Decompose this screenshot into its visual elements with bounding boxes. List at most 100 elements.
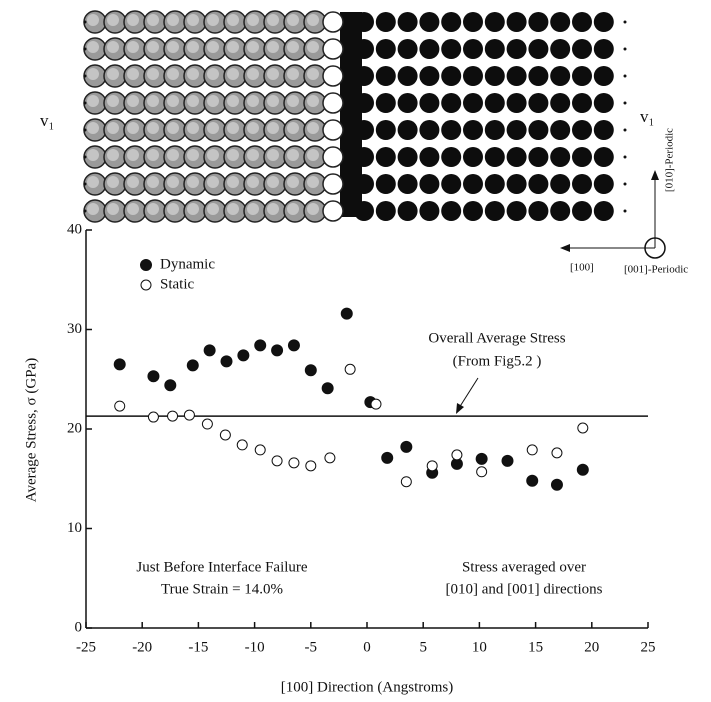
atom xyxy=(572,147,592,167)
atom-highlight xyxy=(227,41,239,53)
atom-highlight xyxy=(127,95,139,107)
data-point xyxy=(324,452,336,464)
atom-highlight xyxy=(307,95,319,107)
atom-highlight xyxy=(267,41,279,53)
y-tick-label: 30 xyxy=(67,321,82,337)
atom xyxy=(550,147,571,167)
atom-highlight xyxy=(307,41,319,53)
atom xyxy=(441,39,462,59)
atom xyxy=(506,201,527,221)
atom-highlight xyxy=(247,68,259,80)
annotation: Just Before Interface Failure xyxy=(136,559,308,575)
velocity-label: v₁ xyxy=(640,107,654,126)
atom-highlight xyxy=(87,203,99,215)
data-point xyxy=(400,476,412,488)
dot xyxy=(83,155,87,159)
atom xyxy=(528,147,549,167)
x-tick-label: -10 xyxy=(245,639,265,655)
data-point xyxy=(237,349,250,362)
atom xyxy=(375,201,396,221)
atom xyxy=(572,93,592,113)
atom xyxy=(463,39,483,59)
atom-highlight xyxy=(107,122,119,134)
atom xyxy=(441,201,462,221)
atom xyxy=(322,92,344,114)
data-point xyxy=(475,452,488,465)
atom xyxy=(441,174,462,194)
atom-highlight xyxy=(107,68,119,80)
y-tick-label: 20 xyxy=(67,420,82,436)
data-point xyxy=(203,344,216,357)
atom xyxy=(484,120,505,140)
data-point xyxy=(304,364,317,377)
atom xyxy=(528,120,549,140)
atom-highlight xyxy=(247,95,259,107)
data-point xyxy=(501,454,514,467)
y-tick-label: 40 xyxy=(67,221,82,237)
atom-highlight xyxy=(127,68,139,80)
atom-highlight xyxy=(247,149,259,161)
data-point xyxy=(271,344,284,357)
axis-direction-label: [001]-Periodic xyxy=(624,264,688,276)
atom xyxy=(593,93,614,113)
atom-highlight xyxy=(207,203,219,215)
atom xyxy=(506,93,527,113)
dot xyxy=(623,20,627,24)
atom-highlight xyxy=(187,203,199,215)
atom-highlight xyxy=(87,14,99,26)
legend-marker xyxy=(140,259,152,271)
data-point xyxy=(254,339,267,352)
data-point xyxy=(288,457,300,469)
atom-highlight xyxy=(187,41,199,53)
atom-highlight xyxy=(207,95,219,107)
velocity-label: v₁ xyxy=(40,111,54,130)
atom xyxy=(506,147,527,167)
atom-highlight xyxy=(147,14,159,26)
atom-highlight xyxy=(247,203,259,215)
atom-highlight xyxy=(227,68,239,80)
atom xyxy=(572,120,592,140)
x-axis-label: [100] Direction (Angstroms) xyxy=(281,679,453,695)
atom xyxy=(322,173,344,195)
atom xyxy=(322,38,344,60)
atom xyxy=(484,147,505,167)
x-tick-label: -15 xyxy=(188,639,208,655)
atom-highlight xyxy=(107,95,119,107)
atom xyxy=(484,12,505,32)
atom-highlight xyxy=(267,149,279,161)
atom xyxy=(397,66,418,86)
atom xyxy=(506,66,527,86)
data-point xyxy=(400,440,413,453)
atom-highlight xyxy=(207,176,219,188)
atom-highlight xyxy=(107,149,119,161)
dot xyxy=(83,182,87,186)
atom xyxy=(528,12,549,32)
data-point xyxy=(183,409,195,421)
data-point xyxy=(271,455,283,467)
atom xyxy=(322,11,344,33)
data-point xyxy=(576,463,589,476)
data-point xyxy=(577,422,589,434)
atom-highlight xyxy=(227,203,239,215)
atom-highlight xyxy=(207,14,219,26)
atom xyxy=(550,93,571,113)
atom xyxy=(572,39,592,59)
annotation: True Strain = 14.0% xyxy=(161,581,283,597)
atom-highlight xyxy=(307,122,319,134)
atom-highlight xyxy=(107,14,119,26)
data-point xyxy=(340,307,353,320)
x-tick-label: 25 xyxy=(641,639,656,655)
x-tick-label: 10 xyxy=(472,639,487,655)
atom-highlight xyxy=(287,176,299,188)
atom-highlight xyxy=(187,122,199,134)
legend-marker xyxy=(140,279,152,291)
arrow-head xyxy=(651,170,659,180)
dot xyxy=(623,74,627,78)
atom xyxy=(419,120,440,140)
y-axis-label: Average Stress, σ (GPa) xyxy=(23,358,39,502)
atom xyxy=(484,66,505,86)
atom xyxy=(550,12,571,32)
atom xyxy=(572,12,592,32)
atom xyxy=(441,66,462,86)
atom-schematic xyxy=(83,10,627,223)
